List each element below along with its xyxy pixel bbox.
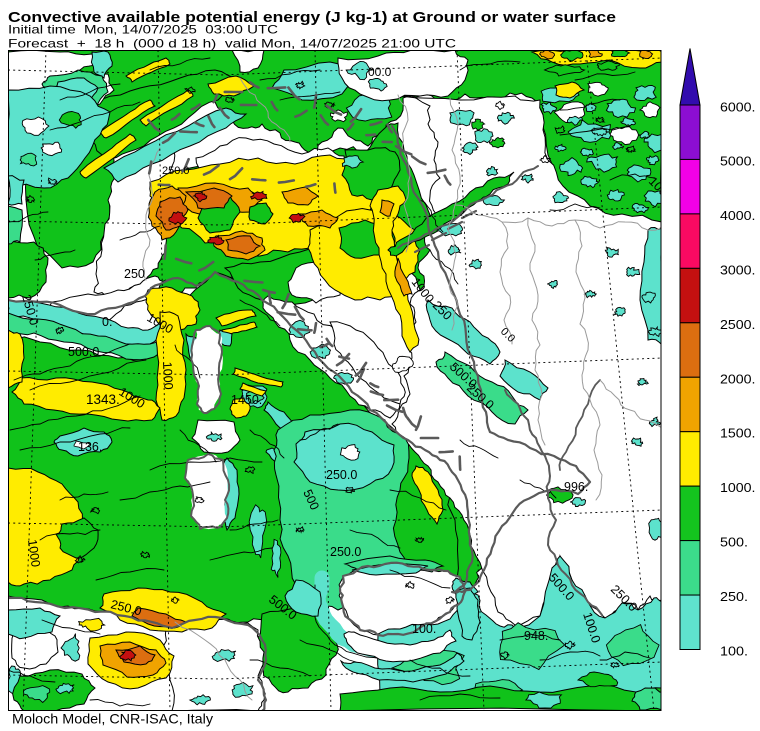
svg-text:Initial time Mon, 14/07/2025: Initial time Mon, 14/07/2025 03:00 UTC [8,22,278,36]
svg-text:2000.: 2000. [720,371,756,386]
svg-text:1343.: 1343. [86,392,120,407]
svg-text:3000.: 3000. [720,263,756,278]
svg-text:500.: 500. [720,535,748,550]
svg-text:Convective available potential: Convective available potential energy (J… [8,10,616,26]
svg-text:100.: 100. [412,622,436,636]
svg-text:948.: 948. [524,629,548,643]
svg-text:Moloch Model, CNR-ISAC, Italy: Moloch Model, CNR-ISAC, Italy [12,710,213,726]
svg-text:500.0: 500.0 [68,345,99,359]
svg-text:100.: 100. [720,643,748,658]
svg-text:250.0: 250.0 [326,468,357,482]
svg-text:250.0: 250.0 [162,165,190,177]
svg-text:250.: 250. [720,589,748,604]
svg-text:00.0: 00.0 [368,65,392,79]
svg-text:1000: 1000 [25,538,43,568]
svg-text:136.: 136. [78,440,102,454]
svg-text:1500.: 1500. [720,426,756,441]
svg-text:250.0: 250.0 [330,545,361,559]
svg-text:1000.: 1000. [720,480,756,495]
svg-text:1450.: 1450. [231,393,262,407]
svg-text:2500.: 2500. [720,317,756,332]
svg-text:5000.: 5000. [720,154,756,169]
svg-text:250: 250 [124,267,145,281]
svg-text:4000.: 4000. [720,208,756,223]
svg-text:996.: 996. [564,480,588,494]
svg-text:6000.: 6000. [720,99,756,114]
svg-text:1000: 1000 [160,361,175,390]
svg-text:0.: 0. [102,315,112,329]
svg-text:Forecast + 18 h (000 d 18 h: Forecast + 18 h (000 d 18 h) valid Mon, … [8,36,456,50]
